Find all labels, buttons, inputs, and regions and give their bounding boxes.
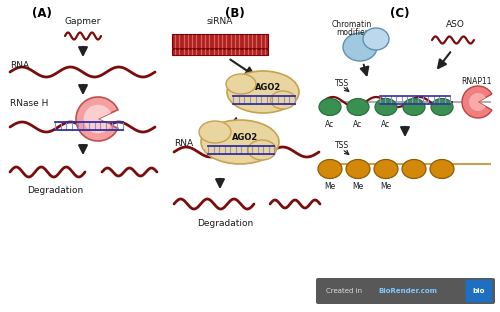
Ellipse shape (374, 159, 398, 178)
Ellipse shape (201, 120, 279, 164)
Wedge shape (76, 97, 118, 141)
Wedge shape (462, 86, 492, 118)
Ellipse shape (375, 99, 397, 115)
Ellipse shape (270, 91, 295, 109)
Ellipse shape (227, 71, 299, 113)
Text: BioRender.com: BioRender.com (378, 288, 437, 294)
Bar (172, 49, 268, 55)
Ellipse shape (226, 74, 256, 94)
Ellipse shape (346, 159, 370, 178)
Text: Ac: Ac (326, 120, 334, 129)
Ellipse shape (431, 99, 453, 115)
FancyBboxPatch shape (316, 278, 495, 304)
Ellipse shape (402, 159, 426, 178)
FancyBboxPatch shape (466, 280, 492, 303)
Text: RNase H: RNase H (10, 99, 48, 108)
Text: Created in: Created in (326, 288, 364, 294)
Text: Me: Me (352, 182, 364, 191)
Text: Ac: Ac (354, 120, 362, 129)
Text: RNA: RNA (174, 139, 193, 149)
Ellipse shape (347, 99, 369, 115)
Text: Me: Me (324, 182, 336, 191)
Text: Degradation: Degradation (27, 186, 83, 195)
Wedge shape (469, 93, 486, 111)
Text: TSS: TSS (335, 79, 349, 88)
Text: modifier: modifier (336, 28, 368, 37)
Ellipse shape (248, 140, 276, 160)
Ellipse shape (318, 159, 342, 178)
Text: TSS: TSS (335, 141, 349, 150)
Wedge shape (84, 105, 111, 133)
Ellipse shape (430, 159, 454, 178)
Text: AGO2: AGO2 (255, 84, 281, 92)
Text: Ac: Ac (382, 120, 390, 129)
Text: (C): (C) (390, 7, 410, 20)
Text: ASO: ASO (446, 20, 464, 29)
Text: bio: bio (473, 288, 485, 294)
Ellipse shape (343, 33, 377, 61)
Text: Chromatin: Chromatin (332, 20, 372, 29)
Text: (B): (B) (225, 7, 245, 20)
Text: Gapmer: Gapmer (65, 17, 101, 26)
Bar (172, 34, 268, 48)
Text: (A): (A) (32, 7, 52, 20)
Ellipse shape (403, 99, 425, 115)
Text: Me: Me (380, 182, 392, 191)
Ellipse shape (319, 99, 341, 115)
Text: Degradation: Degradation (197, 219, 253, 228)
Ellipse shape (363, 28, 389, 50)
Text: RNA: RNA (10, 61, 29, 70)
Text: siRNA: siRNA (207, 17, 233, 26)
Text: RNAP11: RNAP11 (462, 77, 492, 86)
Ellipse shape (199, 121, 231, 143)
Text: AGO2: AGO2 (232, 134, 258, 143)
